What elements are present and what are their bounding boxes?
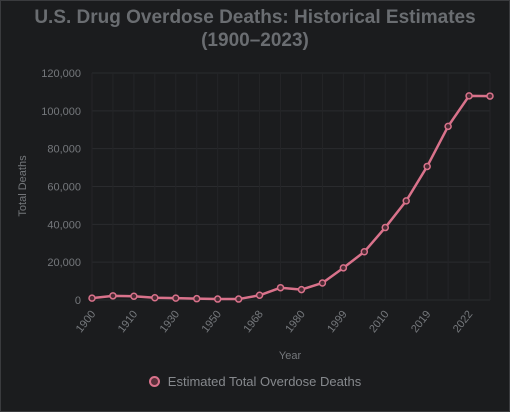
y-axis-ticks: 0 20,000 40,000 60,000 80,000 100,000 120,000 [41,68,81,307]
x-tick-label: 1968 [241,308,266,335]
data-point[interactable] [402,197,410,205]
y-tick-label: 80,000 [47,144,81,156]
legend[interactable]: Estimated Total Overdose Deaths [0,374,510,389]
data-point[interactable] [276,283,285,292]
y-tick-label: 60,000 [47,182,81,194]
x-tick-label: 1950 [200,308,225,335]
data-point[interactable] [192,294,201,303]
y-tick-label: 120,000 [41,68,81,80]
series-line [91,94,491,301]
x-axis-ticks: 1900 1910 1930 1950 1968 1980 1999 2010 2019 2022 [74,308,476,335]
data-point[interactable] [130,292,138,300]
x-tick-label: 1930 [158,308,183,335]
data-point[interactable] [109,292,117,300]
x-tick-label: 2022 [451,308,476,335]
y-tick-label: 0 [75,295,81,307]
y-axis-title: Total Deaths [17,155,29,217]
data-point[interactable] [297,285,306,294]
y-tick-label: 40,000 [47,219,81,231]
legend-swatch [148,376,160,387]
data-point[interactable] [234,295,243,303]
x-tick-label: 1999 [325,308,350,335]
y-tick-label: 100,000 [41,106,81,118]
chart-title: U.S. Drug Overdose Deaths: Historical Es… [0,6,510,52]
chart-title-line-2: (1900–2023) [201,30,309,51]
series-points [88,92,494,303]
data-point[interactable] [88,294,96,302]
data-point[interactable] [339,264,348,272]
data-point[interactable] [318,279,327,287]
data-point[interactable] [465,92,473,100]
x-tick-label: 1900 [74,308,99,335]
data-point[interactable] [255,291,264,300]
data-point[interactable] [213,295,222,303]
legend-label: Estimated Total Overdose Deaths [167,374,362,389]
data-point[interactable] [360,248,369,256]
x-tick-label: 2010 [367,308,392,335]
x-axis-title: Year [279,350,302,362]
chart-title-line-1: U.S. Drug Overdose Deaths: Historical Es… [34,7,476,28]
grid-lines [91,72,491,301]
data-point[interactable] [423,162,431,171]
x-tick-label: 1910 [116,308,141,335]
data-point[interactable] [444,122,452,131]
data-point[interactable] [381,223,390,232]
data-point[interactable] [486,92,494,100]
data-point[interactable] [172,294,180,302]
x-tick-label: 2019 [409,308,434,335]
data-point[interactable] [151,293,159,302]
x-tick-label: 1980 [283,308,308,335]
y-tick-label: 20,000 [47,257,81,269]
